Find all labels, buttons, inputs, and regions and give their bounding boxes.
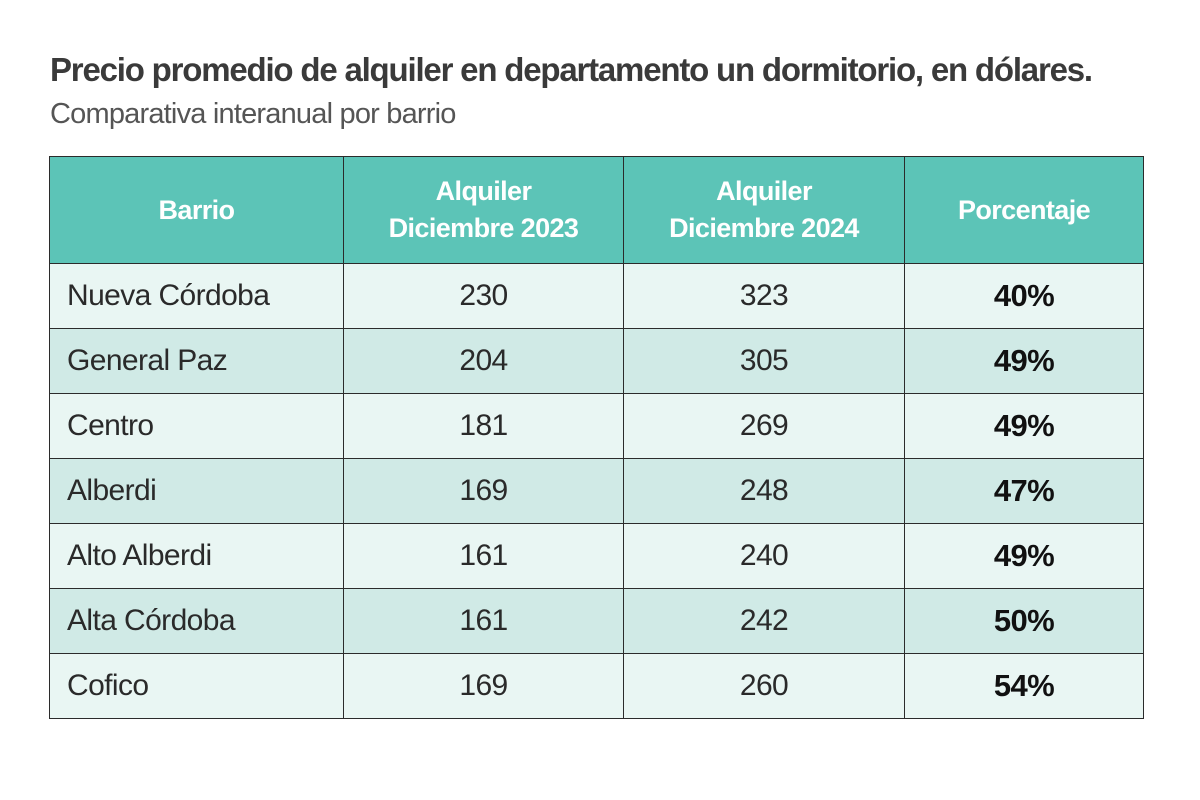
alquiler-2023-cell: 204 xyxy=(343,328,624,394)
barrio-cell: Centro xyxy=(49,393,344,459)
alquiler-2023-cell: 181 xyxy=(343,393,624,459)
column-header-alquiler-2024: Alquiler Diciembre 2024 xyxy=(623,156,905,264)
table-row: Centro 181 269 49% xyxy=(49,393,1144,459)
alquiler-2024-cell: 240 xyxy=(623,523,905,589)
alquiler-2023-cell: 161 xyxy=(343,523,624,589)
column-header-line: Alquiler xyxy=(716,176,812,206)
table-row: General Paz 204 305 49% xyxy=(49,328,1144,394)
barrio-cell: Alta Córdoba xyxy=(49,588,344,654)
alquiler-2023-cell: 169 xyxy=(343,653,624,719)
rent-table: Barrio Alquiler Diciembre 2023 Alquiler … xyxy=(49,156,1144,719)
porcentaje-cell: 54% xyxy=(904,653,1144,719)
table-row: Nueva Córdoba 230 323 40% xyxy=(49,263,1144,329)
column-header-line: Porcentaje xyxy=(957,194,1091,225)
alquiler-2024-cell: 248 xyxy=(623,458,905,524)
alquiler-2023-cell: 230 xyxy=(343,263,624,329)
column-header-line: Barrio xyxy=(158,194,236,225)
porcentaje-cell: 49% xyxy=(904,328,1144,394)
barrio-cell: Alberdi xyxy=(49,458,344,524)
alquiler-2024-cell: 260 xyxy=(623,653,905,719)
column-header-line: Diciembre 2023 xyxy=(388,213,579,243)
table-row: Cofico 169 260 54% xyxy=(49,653,1144,719)
table-header-row: Barrio Alquiler Diciembre 2023 Alquiler … xyxy=(49,156,1144,264)
chart-subtitle: Comparativa interanual por barrio xyxy=(50,98,456,130)
table-row: Alta Córdoba 161 242 50% xyxy=(49,588,1144,654)
porcentaje-cell: 47% xyxy=(904,458,1144,524)
alquiler-2023-cell: 161 xyxy=(343,588,624,654)
porcentaje-cell: 49% xyxy=(904,523,1144,589)
alquiler-2024-cell: 323 xyxy=(623,263,905,329)
table-row: Alberdi 169 248 47% xyxy=(49,458,1144,524)
column-header-line: Diciembre 2024 xyxy=(669,213,859,243)
alquiler-2024-cell: 242 xyxy=(623,588,905,654)
barrio-cell: General Paz xyxy=(49,328,344,394)
alquiler-2024-cell: 269 xyxy=(623,393,905,459)
alquiler-2023-cell: 169 xyxy=(343,458,624,524)
porcentaje-cell: 40% xyxy=(904,263,1144,329)
alquiler-2024-cell: 305 xyxy=(623,328,905,394)
column-header-alquiler-2023: Alquiler Diciembre 2023 xyxy=(343,156,624,264)
column-header-porcentaje: Porcentaje xyxy=(904,156,1144,264)
column-header-barrio: Barrio xyxy=(49,156,344,264)
barrio-cell: Nueva Córdoba xyxy=(49,263,344,329)
table-body: Nueva Córdoba 230 323 40% General Paz 204 305 4… xyxy=(49,263,1144,719)
chart-title: Precio promedio de alquiler en departame… xyxy=(50,51,1093,88)
porcentaje-cell: 50% xyxy=(904,588,1144,654)
column-header-line: Alquiler xyxy=(435,176,532,206)
table-row: Alto Alberdi 161 240 49% xyxy=(49,523,1144,589)
barrio-cell: Alto Alberdi xyxy=(49,523,344,589)
porcentaje-cell: 49% xyxy=(904,393,1144,459)
barrio-cell: Cofico xyxy=(49,653,344,719)
